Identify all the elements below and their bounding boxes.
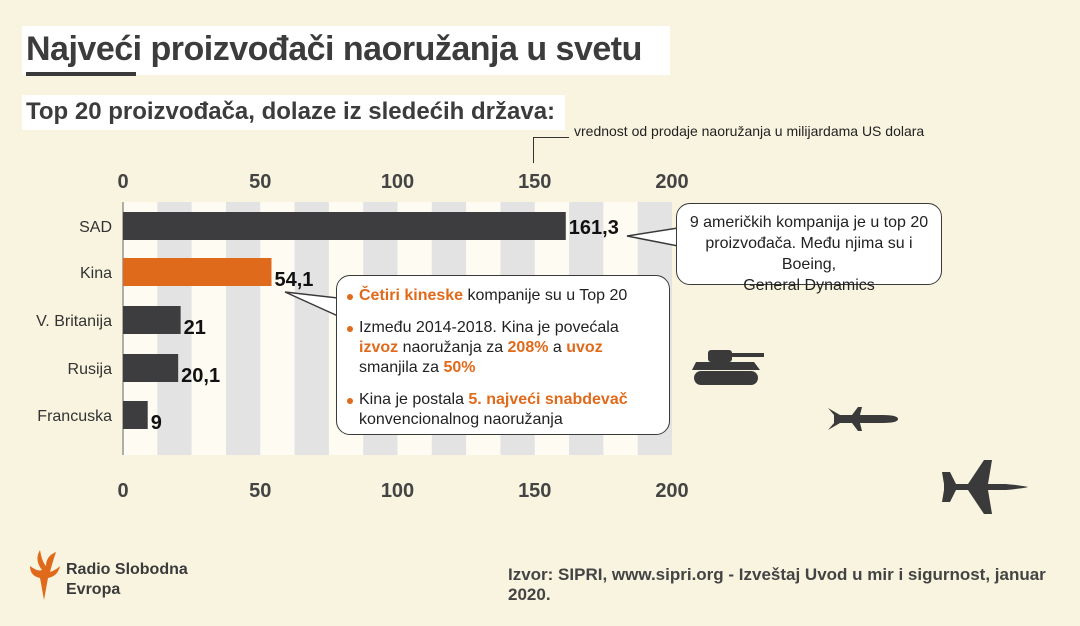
x-tick-label-top: 200 [655,171,688,193]
value-label: 161,3 [569,217,619,239]
title-box: Najveći proizvođači naoružanja u svetu [22,26,670,75]
x-tick-label-top: 150 [518,171,551,193]
category-label: Rusija [68,361,113,378]
logo-text: Radio Slobodna Evropa [66,560,188,600]
value-label: 20,1 [181,365,220,387]
grid-stripe [225,202,261,455]
callout-usa: 9 američkih kompanija je u top 20 proizv… [676,203,942,294]
china-b2-text-d: smanjila za [359,359,444,376]
title-underline [26,72,136,76]
china-b1-highlight: Četiri kineske [359,287,464,304]
source-note: Izvor: SIPRI, www.sipri.org - Izveštaj U… [508,565,1046,604]
bullet-dot [347,398,353,404]
china-b3-highlight: 5. najveći snabdevač [468,391,628,408]
china-b2-hl-import: uvoz [566,339,603,356]
china-b2-text-c: a [548,339,567,356]
x-tick-label-bottom: 50 [249,480,271,502]
china-b2-hl-50: 50% [443,359,476,376]
china-b1-text: kompanije su u Top 20 [463,287,628,304]
logo-line1: Radio Slobodna [66,561,188,578]
logo-line2: Evropa [66,581,121,598]
callout-usa-line3: General Dynamics [743,277,875,294]
china-b2-hl-export: izvoz [359,339,399,356]
x-tick-label-bottom: 200 [655,480,688,502]
china-bullet-2: Između 2014-2018. Kina je povećala izvoz… [347,318,659,378]
category-label: V. Britanija [36,313,112,330]
callout-usa-line2: proizvođača. Među njima su i Boeing, [705,235,913,273]
x-tick-label-bottom: 0 [117,480,128,502]
category-label: SAD [79,219,112,236]
bullet-dot [347,326,353,332]
subtitle-box: Top 20 proizvođača, dolaze iz sledećih d… [22,95,566,130]
callout-china: Četiri kineske kompanije su u Top 20 Izm… [336,275,670,435]
china-bullet-1: Četiri kineske kompanije su u Top 20 [347,286,659,306]
value-label: 54,1 [275,269,314,291]
x-tick-label-bottom: 150 [518,480,551,502]
unit-note: vrednost od prodaje naoružanja u milijar… [574,123,925,139]
china-b3-text-b: konvencionalnog naoružanja [359,411,563,428]
missile-icon [828,407,898,431]
x-tick-label-bottom: 100 [381,480,414,502]
category-label: Kina [80,265,112,282]
bullet-dot [347,294,353,300]
grid-stripe [294,202,329,455]
x-tick-label-top: 0 [117,171,128,193]
value-label: 21 [184,317,206,339]
category-label: Francuska [37,408,112,425]
value-label: 9 [151,412,162,434]
china-b2-text-a: Između 2014-2018. Kina je povećala [359,319,619,336]
bar-2 [123,306,181,334]
china-b3-text-a: Kina je postala [359,391,469,408]
unit-note-leader-v [533,137,534,163]
fighter-jet-icon [942,460,1028,514]
rse-logo-icon [30,550,60,600]
x-tick-label-top: 50 [249,171,271,193]
china-b2-hl-208: 208% [507,339,549,356]
callout-usa-line1: 9 američkih kompanija je u top 20 [689,214,929,231]
bar-4 [123,401,148,429]
bar-1 [123,258,272,286]
x-tick-label-top: 100 [381,171,414,193]
page-title: Najveći proizvođači naoružanja u svetu [26,30,642,68]
china-b2-text-b: naoružanja za [398,339,508,356]
bar-0 [123,212,566,240]
bar-3 [123,354,179,382]
page-subtitle: Top 20 proizvođača, dolaze iz sledećih d… [26,98,556,125]
unit-note-leader-h [533,137,569,138]
tank-icon [692,350,764,385]
china-bullet-3: Kina je postala 5. najveći snabdevač kon… [347,390,659,430]
